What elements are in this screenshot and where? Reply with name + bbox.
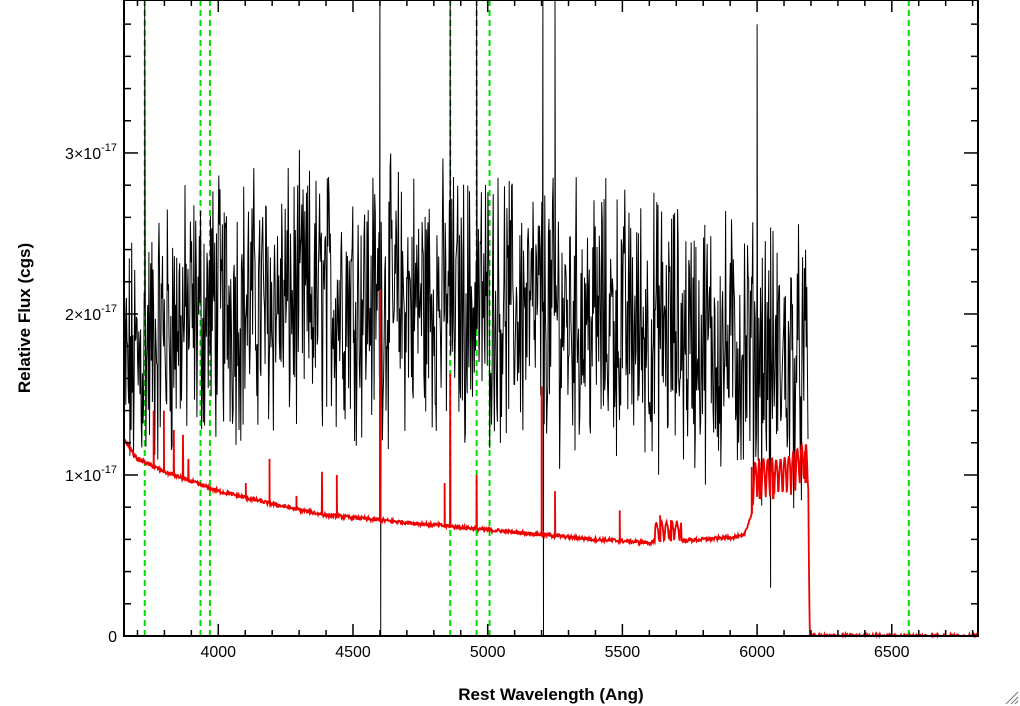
- x-tick-label: 4500: [335, 644, 371, 661]
- y-tick-label: 0: [108, 629, 117, 646]
- axes: [123, 0, 979, 637]
- y-tick-label: 3×10-17: [65, 142, 117, 163]
- series-group: [123, 0, 979, 639]
- x-axis-title: Rest Wavelength (Ang): [458, 685, 643, 704]
- x-tick-label: 5500: [605, 644, 641, 661]
- resize-grip-icon[interactable]: [1005, 691, 1019, 705]
- model-spectrum-line: [123, 289, 979, 639]
- y-axis-title: Relative Flux (cgs): [15, 243, 34, 393]
- tick-labels: 4000 4500 5000 5500 6000 6500 0 1×10-17 2×10-17 3…: [65, 142, 910, 661]
- x-tick-label: 6000: [739, 644, 775, 661]
- x-tick-label: 6500: [874, 644, 910, 661]
- y-tick-label: 1×10-17: [65, 464, 117, 485]
- observed-spectrum-line: [123, 0, 809, 637]
- x-tick-label: 5000: [470, 644, 506, 661]
- x-tick-label: 4000: [200, 644, 236, 661]
- plot-frame: [123, 0, 979, 637]
- y-tick-label: 2×10-17: [65, 303, 117, 324]
